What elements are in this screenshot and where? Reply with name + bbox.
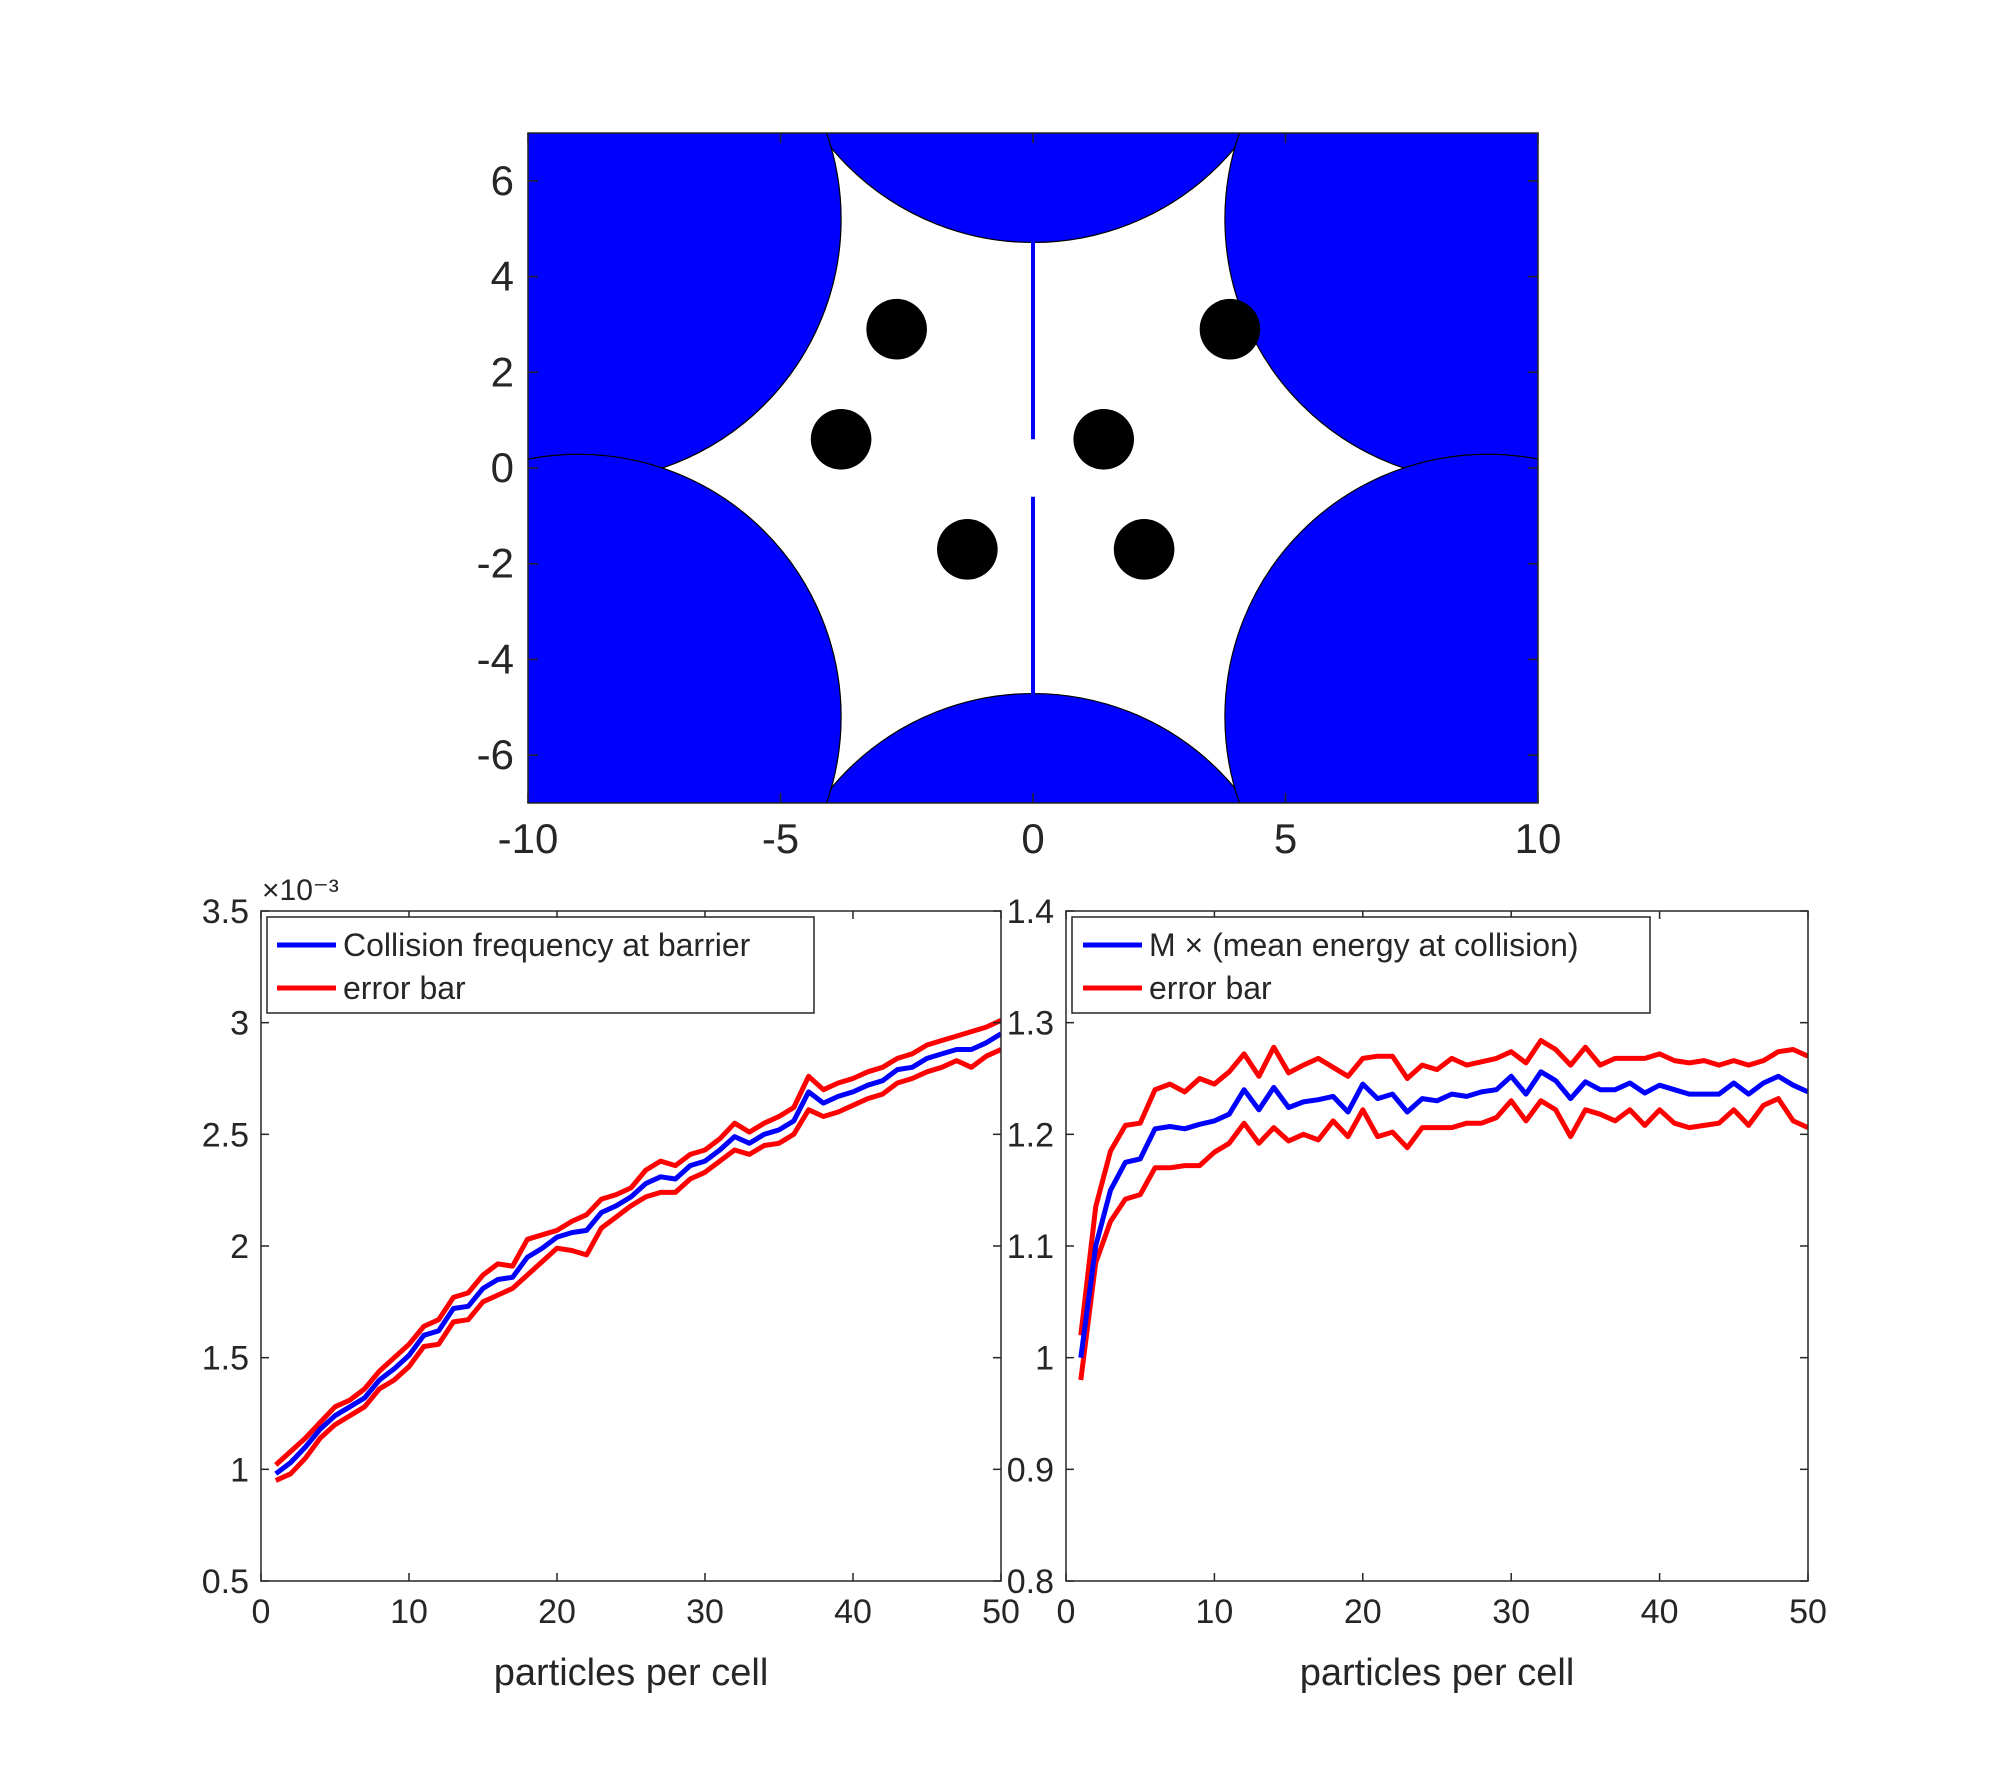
- right-y-tick-label: 1: [1035, 1340, 1054, 1378]
- particle-disk-2: [810, 408, 872, 470]
- right-x-tick-label: 10: [1195, 1593, 1233, 1631]
- mean-energy-panel: 0 10 20 30 40 50 0.8 0.9 1 1.1 1.2 1.3 1.4 particle…: [1007, 893, 1827, 1694]
- geometry-y-tick-label: -2: [477, 540, 514, 587]
- left-exponent-label: ×10⁻³: [262, 874, 339, 907]
- billiard-geometry-panel: -10 -5 0 5 10 -6 -4 -2 0 2 4 6: [477, 132, 1562, 862]
- left-y-tick-label: 2: [230, 1228, 249, 1266]
- geometry-y-tick-label: 0: [491, 444, 514, 491]
- collision-frequency-panel: 0 10 20 30 40 50 0.5 1 1.5 2 2.5 3 3.5 ×10⁻³ partic…: [202, 874, 1020, 1694]
- right-x-tick-label: 0: [1057, 1593, 1076, 1631]
- geometry-x-tick-label: 5: [1274, 815, 1297, 862]
- scatterer-group: [528, 133, 1538, 803]
- left-x-tick-label: 10: [390, 1593, 428, 1631]
- left-x-tick-label: 30: [686, 1593, 724, 1631]
- right-y-tick-label: 0.8: [1007, 1563, 1054, 1601]
- geometry-y-tick-label: 6: [491, 157, 514, 204]
- left-legend-label-2: error bar: [343, 970, 466, 1006]
- left-series-group: [274, 1018, 1001, 1483]
- right-series-group: [1078, 1038, 1808, 1381]
- left-plot-area: [261, 911, 1001, 1581]
- geometry-y-tick-label: -6: [477, 731, 514, 778]
- left-x-tick-label: 50: [982, 1593, 1020, 1631]
- right-y-tick-label: 1.2: [1007, 1116, 1054, 1154]
- left-series-line-2: [274, 1047, 1001, 1483]
- right-legend-label-1: M × (mean energy at collision): [1149, 927, 1579, 963]
- geometry-x-tick-label: 10: [1515, 815, 1562, 862]
- left-y-tick-label: 1.5: [202, 1340, 249, 1378]
- particle-disk-4: [937, 519, 998, 580]
- geometry-x-ticks: -10 -5 0 5 10: [498, 133, 1562, 862]
- right-x-tick-label: 20: [1344, 1593, 1382, 1631]
- scatterer-disk-3: [1224, 453, 1538, 803]
- particle-disk-3: [1073, 408, 1134, 470]
- left-y-tick-label: 2.5: [202, 1116, 249, 1154]
- left-y-tick-label: 0.5: [202, 1563, 249, 1601]
- geometry-y-ticks: -6 -4 -2 0 2 4 6: [477, 157, 1538, 778]
- geometry-y-tick-label: 4: [491, 253, 514, 300]
- right-x-tick-label: 40: [1641, 1593, 1679, 1631]
- right-x-tick-label: 50: [1789, 1593, 1827, 1631]
- left-legend-box: [266, 916, 815, 1014]
- right-y-ticks: 0.8 0.9 1 1.1 1.2 1.3 1.4: [1007, 893, 1808, 1601]
- right-series-line-1: [1078, 1038, 1808, 1336]
- left-x-ticks: 0 10 20 30 40 50: [252, 911, 1020, 1631]
- right-x-axis-label: particles per cell: [1300, 1652, 1575, 1694]
- particle-group: [810, 298, 1261, 580]
- right-y-tick-label: 0.9: [1007, 1451, 1054, 1489]
- left-legend-label-1: Collision frequency at barrier: [343, 927, 751, 963]
- left-y-tick-label: 3.5: [202, 893, 249, 931]
- right-x-tick-label: 30: [1492, 1593, 1530, 1631]
- left-x-tick-label: 40: [834, 1593, 872, 1631]
- left-series-line-1: [274, 1018, 1001, 1467]
- geometry-x-tick-label: -10: [498, 815, 559, 862]
- geometry-y-tick-label: 2: [491, 348, 514, 395]
- left-x-tick-label: 0: [252, 1593, 271, 1631]
- left-x-tick-label: 20: [538, 1593, 576, 1631]
- right-y-tick-label: 1.4: [1007, 893, 1054, 931]
- left-y-tick-label: 1: [230, 1451, 249, 1489]
- left-series-line-0: [274, 1031, 1001, 1476]
- left-y-ticks: 0.5 1 1.5 2 2.5 3 3.5: [202, 893, 1001, 1601]
- geometry-y-tick-label: -4: [477, 635, 514, 682]
- right-legend-box: [1071, 916, 1651, 1014]
- scatterer-disk-5: [528, 453, 842, 803]
- right-series-line-0: [1078, 1069, 1808, 1359]
- right-legend-label-2: error bar: [1149, 970, 1272, 1006]
- left-legend: Collision frequency at barrier error bar: [266, 916, 815, 1014]
- right-series-line-2: [1078, 1096, 1808, 1381]
- geometry-x-tick-label: -5: [762, 815, 799, 862]
- right-y-tick-label: 1.3: [1007, 1005, 1054, 1043]
- left-y-tick-label: 3: [230, 1005, 249, 1043]
- right-y-tick-label: 1.1: [1007, 1228, 1054, 1266]
- right-plot-area: [1066, 911, 1808, 1581]
- right-legend: M × (mean energy at collision) error bar: [1071, 916, 1651, 1014]
- particle-disk-5: [1113, 519, 1175, 580]
- particle-disk-1: [1199, 298, 1261, 360]
- geometry-x-tick-label: 0: [1021, 815, 1044, 862]
- particle-disk-0: [866, 298, 927, 360]
- left-x-axis-label: particles per cell: [494, 1652, 769, 1694]
